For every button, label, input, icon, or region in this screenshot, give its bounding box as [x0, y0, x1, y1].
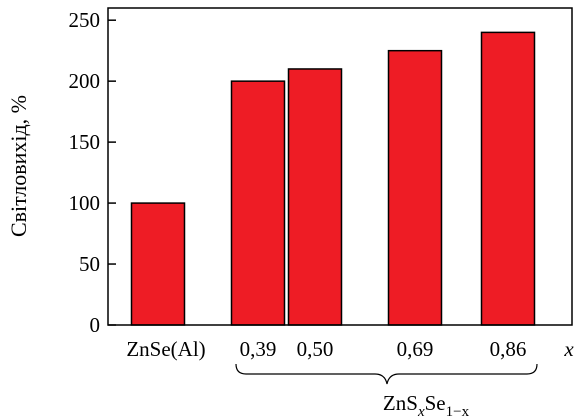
x-axis: ZnSe(Al) 0,39 0,50 0,69 0,86: [126, 337, 526, 361]
y-tick-label: 100: [69, 191, 101, 215]
y-axis-label: Світловихід, %: [6, 95, 31, 237]
y-tick-label: 50: [79, 252, 100, 276]
x-tick-label: ZnSe(Al): [126, 337, 205, 361]
group-brace: [235, 363, 538, 385]
x-tick-label: 0,69: [397, 337, 434, 361]
bars-group: [130, 31, 536, 326]
x-variable-label: x: [563, 337, 574, 361]
y-tick-label: 250: [69, 8, 101, 32]
bar-4: [387, 49, 443, 326]
x-tick-label: 0,39: [240, 337, 277, 361]
y-tick-label: 0: [90, 313, 101, 337]
x-tick-label: 0,86: [490, 337, 527, 361]
y-tick-label: 200: [69, 69, 101, 93]
y-axis: 0 50 100 150 200 250: [69, 8, 116, 337]
plot-frame: [107, 7, 573, 326]
x-tick-label: 0,50: [297, 337, 334, 361]
bar-2: [230, 80, 286, 326]
y-tick-label: 150: [69, 130, 101, 154]
group-label: ZnSxSe1−x: [383, 391, 470, 419]
bar-5: [480, 31, 536, 326]
bar-3: [287, 68, 343, 326]
bar-1: [130, 202, 186, 326]
